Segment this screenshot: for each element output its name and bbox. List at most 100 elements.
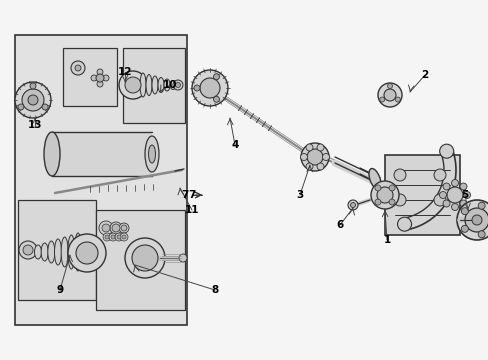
Circle shape: [370, 181, 398, 209]
Circle shape: [439, 144, 453, 158]
Text: 2: 2: [421, 70, 428, 80]
Ellipse shape: [146, 75, 152, 95]
Bar: [123, 48, 184, 123]
Circle shape: [477, 231, 484, 238]
Text: 12: 12: [118, 67, 132, 77]
Circle shape: [68, 234, 106, 272]
Circle shape: [433, 169, 445, 181]
Circle shape: [383, 89, 395, 101]
Circle shape: [350, 202, 355, 207]
Circle shape: [388, 199, 394, 205]
Circle shape: [115, 233, 123, 241]
Circle shape: [175, 82, 180, 87]
Bar: [384, 155, 459, 235]
Circle shape: [28, 95, 38, 105]
Bar: [15, 35, 186, 325]
Circle shape: [347, 200, 357, 210]
Text: 7: 7: [181, 190, 188, 200]
Text: 4: 4: [231, 140, 238, 150]
Circle shape: [99, 221, 113, 235]
Circle shape: [200, 78, 220, 98]
Ellipse shape: [68, 235, 75, 269]
Circle shape: [102, 224, 110, 232]
Circle shape: [132, 245, 158, 271]
Circle shape: [322, 153, 329, 161]
Circle shape: [376, 187, 392, 203]
Ellipse shape: [44, 132, 60, 176]
Circle shape: [18, 104, 24, 110]
Circle shape: [179, 254, 186, 262]
Ellipse shape: [74, 233, 81, 271]
Ellipse shape: [140, 73, 146, 97]
Text: 8: 8: [211, 285, 218, 295]
Circle shape: [15, 82, 51, 118]
Ellipse shape: [368, 168, 380, 189]
Circle shape: [122, 235, 126, 239]
Circle shape: [105, 235, 109, 239]
Circle shape: [433, 194, 445, 206]
Ellipse shape: [35, 245, 41, 259]
Ellipse shape: [145, 136, 159, 172]
Text: 11: 11: [184, 205, 199, 215]
Text: 1: 1: [383, 235, 390, 245]
Ellipse shape: [152, 76, 158, 94]
Circle shape: [397, 217, 411, 231]
Ellipse shape: [54, 239, 61, 265]
Circle shape: [42, 104, 48, 110]
Circle shape: [97, 81, 103, 87]
Circle shape: [110, 222, 122, 234]
Circle shape: [301, 143, 328, 171]
Circle shape: [374, 185, 380, 191]
Circle shape: [119, 71, 147, 99]
Circle shape: [393, 194, 405, 206]
Circle shape: [192, 70, 227, 106]
Circle shape: [463, 192, 469, 198]
Circle shape: [446, 187, 462, 203]
Ellipse shape: [158, 77, 163, 93]
Circle shape: [75, 65, 81, 71]
Circle shape: [379, 97, 384, 102]
Circle shape: [442, 183, 449, 190]
Circle shape: [393, 169, 405, 181]
Ellipse shape: [148, 145, 155, 163]
Circle shape: [71, 61, 85, 75]
Circle shape: [117, 235, 121, 239]
Circle shape: [300, 153, 307, 161]
Circle shape: [450, 203, 458, 211]
Circle shape: [125, 77, 141, 93]
Circle shape: [316, 144, 324, 151]
Circle shape: [450, 180, 458, 186]
Ellipse shape: [61, 237, 68, 267]
Circle shape: [109, 233, 117, 241]
Circle shape: [19, 241, 37, 259]
Circle shape: [305, 163, 312, 170]
Circle shape: [97, 69, 103, 75]
Circle shape: [456, 200, 488, 240]
Text: 13: 13: [28, 120, 42, 130]
Circle shape: [111, 235, 115, 239]
Text: 5: 5: [461, 190, 468, 200]
Circle shape: [442, 200, 449, 207]
Ellipse shape: [41, 243, 48, 261]
Circle shape: [377, 83, 401, 107]
Circle shape: [23, 245, 33, 255]
Circle shape: [103, 233, 111, 241]
Bar: [63, 48, 117, 106]
Circle shape: [394, 97, 400, 102]
Text: 3: 3: [296, 190, 303, 200]
Circle shape: [316, 163, 324, 170]
Circle shape: [477, 202, 484, 209]
Ellipse shape: [48, 241, 55, 263]
Circle shape: [22, 89, 44, 111]
Text: 10: 10: [163, 80, 177, 90]
Bar: [18, 200, 96, 300]
Bar: [52, 132, 152, 176]
Circle shape: [386, 84, 392, 89]
Circle shape: [30, 83, 36, 89]
Ellipse shape: [170, 81, 176, 90]
Circle shape: [306, 149, 323, 165]
Circle shape: [194, 85, 200, 91]
Circle shape: [305, 144, 312, 151]
Circle shape: [125, 238, 164, 278]
Text: 9: 9: [56, 285, 63, 295]
